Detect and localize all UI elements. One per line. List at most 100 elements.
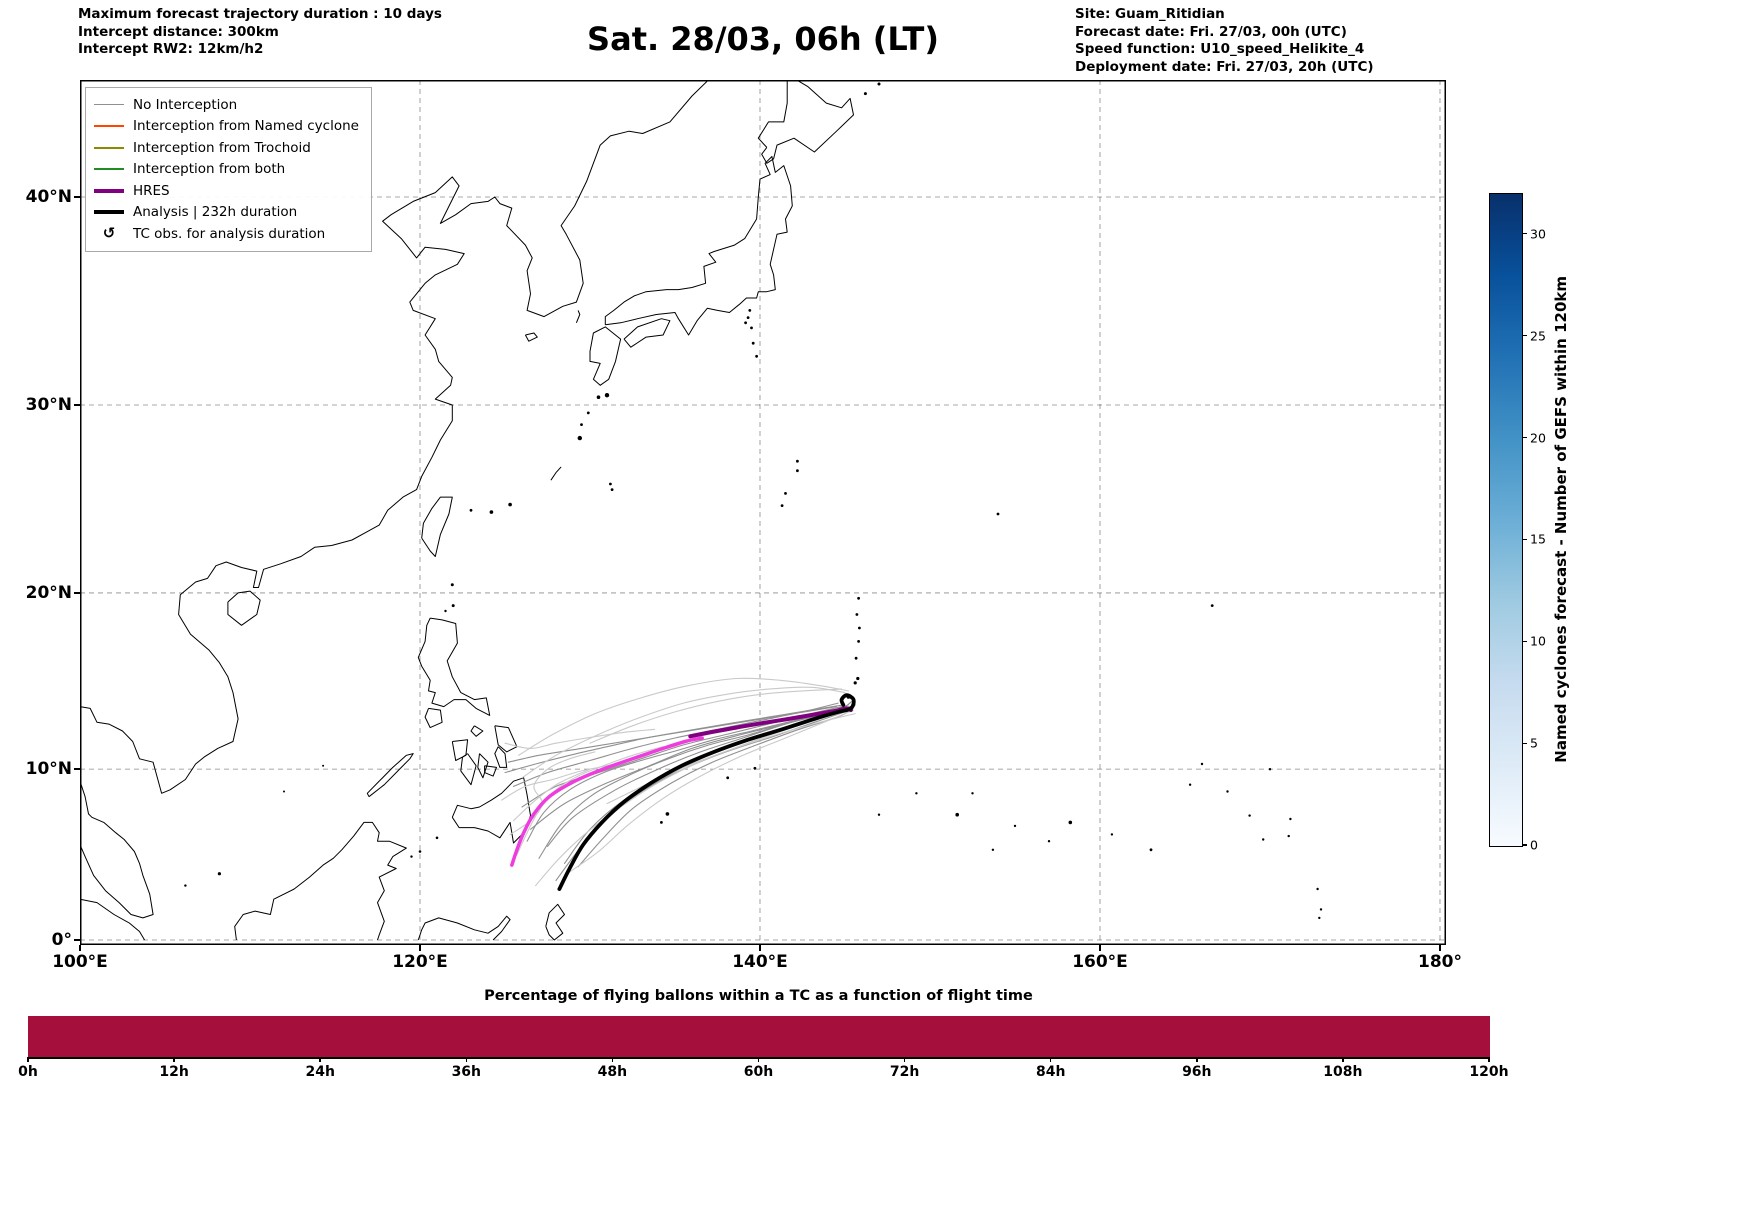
island-dot	[753, 766, 757, 770]
island-dot	[508, 502, 512, 507]
colorbar-tick-mark	[1522, 335, 1527, 337]
x-tick-label: 180°	[1418, 952, 1462, 972]
legend-line-swatch	[94, 104, 124, 106]
island-dot	[451, 604, 455, 608]
island-dot	[1188, 783, 1192, 786]
header-right-line-2: Forecast date: Fri. 27/03, 00h (UTC)	[1075, 23, 1347, 40]
y-tick-label: 30°N	[25, 395, 72, 416]
island-dot	[780, 504, 784, 507]
island-dot	[971, 792, 974, 795]
y-tick-mark	[74, 592, 80, 594]
island-dot	[1268, 768, 1272, 771]
island-dot	[604, 393, 610, 398]
island-dot	[751, 341, 755, 345]
bottom-tick-label: 60h	[743, 1064, 774, 1080]
coastline-mindoro	[424, 707, 443, 729]
colorbar-tick-mark	[1522, 233, 1527, 235]
bottom-bar-chart	[28, 1016, 1490, 1057]
trajectory-no-interception-gefs-ensemble-faint	[516, 746, 664, 856]
rotate-ccw-icon: ↺	[102, 224, 116, 243]
island-dot	[877, 813, 881, 816]
island-dot	[855, 613, 859, 616]
island-dot	[1262, 838, 1265, 841]
coastline-kyushu	[589, 326, 622, 386]
island-dot	[856, 676, 860, 681]
island-dot	[748, 309, 752, 312]
island-dot	[184, 884, 187, 887]
header-right: Site: Guam_Ritidian Forecast date: Fri. …	[1075, 6, 1374, 76]
bottom-bar-segment	[293, 1016, 428, 1057]
island-dot	[1316, 887, 1319, 891]
x-tick-mark	[79, 945, 81, 951]
legend-line-swatch	[94, 210, 124, 215]
bottom-bar-segment	[559, 1016, 693, 1057]
island-dot	[1110, 833, 1114, 836]
coastline-hokkaido	[757, 80, 854, 164]
trajectory-no-interception-gefs-ensemble	[526, 709, 841, 842]
island-dot	[418, 850, 422, 853]
island-dot	[991, 848, 995, 851]
island-dot	[410, 855, 413, 858]
colorbar	[1489, 193, 1523, 847]
legend-line	[94, 146, 124, 149]
bottom-tick-mark	[1488, 1057, 1490, 1062]
y-tick-mark	[74, 404, 80, 406]
legend-label: Interception from Trochoid	[133, 139, 311, 156]
bottom-bar-segment	[28, 1016, 162, 1057]
island-dot	[746, 316, 750, 319]
y-tick-label: 40°N	[25, 187, 72, 207]
island-dot	[469, 508, 473, 512]
legend: No Interception Interception from Named c…	[85, 87, 372, 252]
legend-label: HRES	[133, 182, 170, 199]
y-tick-label: 20°N	[25, 582, 72, 603]
island-dot	[784, 492, 787, 495]
bottom-bar-segment	[160, 1016, 295, 1057]
bottom-tick-label: 120h	[1469, 1064, 1509, 1080]
island-dot	[858, 626, 861, 630]
bottom-bar-segment	[692, 1016, 826, 1057]
trajectory-analysis-232h-duration	[557, 693, 856, 891]
island-dot	[863, 92, 867, 96]
island-dot	[435, 836, 439, 840]
legend-row: Interception from Named cyclone	[94, 116, 359, 138]
y-tick-mark	[74, 196, 80, 198]
island-dot	[1289, 817, 1292, 821]
trajectory-no-interception-gefs-ensemble-faint	[569, 709, 855, 873]
legend-line-swatch	[94, 125, 124, 128]
island-dot	[1200, 762, 1204, 766]
colorbar-tick-mark	[1522, 742, 1527, 744]
legend-line	[94, 188, 124, 193]
bottom-tick-mark	[757, 1057, 760, 1062]
coastline-okinawa	[550, 466, 562, 481]
bottom-tick-label: 0h	[18, 1064, 38, 1080]
island-dot	[854, 656, 858, 660]
colorbar-tick-mark	[1522, 844, 1527, 846]
legend-line-swatch	[94, 146, 124, 149]
legend-line	[94, 125, 124, 128]
coastline-palawan	[366, 753, 414, 798]
coastline-bohol	[484, 765, 497, 777]
bottom-tick-label: 48h	[597, 1064, 628, 1080]
legend-label: Interception from Named cyclone	[133, 118, 359, 135]
coastline-sumatra	[80, 898, 146, 941]
bottom-tick-label: 96h	[1182, 1064, 1212, 1080]
bottom-tick-mark	[173, 1057, 175, 1062]
legend-line	[94, 168, 124, 171]
header-left-line-1: Maximum forecast trajectory duration : 1…	[78, 6, 442, 22]
coastline-honshu	[604, 156, 793, 336]
coastline-jeju	[524, 332, 538, 342]
island-dot	[322, 764, 325, 767]
island-dot	[1226, 790, 1229, 793]
island-dot	[444, 609, 447, 613]
island-dot	[857, 596, 860, 600]
page-title: Sat. 28/03, 06h (LT)	[587, 20, 939, 58]
x-tick-mark	[759, 945, 761, 951]
coastline-mindanao	[451, 777, 531, 844]
coastline-leyte	[494, 746, 508, 768]
bottom-tick-mark	[903, 1057, 906, 1062]
colorbar-tick-mark	[1522, 436, 1527, 439]
island-dot	[955, 812, 959, 817]
bottom-bar-segment	[1356, 1016, 1490, 1057]
legend-row: ↺ TC obs. for analysis duration	[94, 223, 359, 245]
island-dot	[217, 872, 221, 876]
